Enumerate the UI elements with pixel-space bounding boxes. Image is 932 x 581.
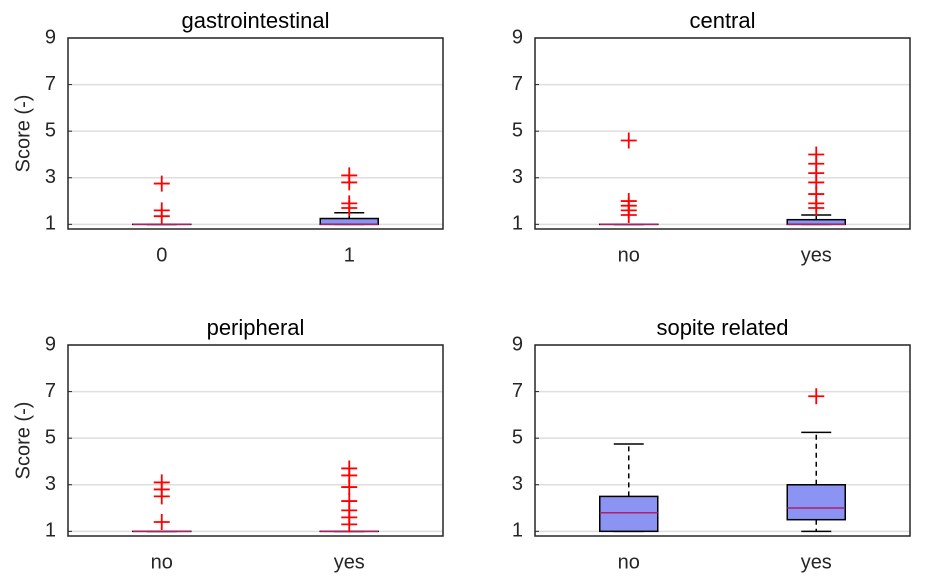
- chart-title: gastrointestinal: [182, 8, 330, 33]
- outlier: [808, 200, 825, 217]
- outlier: [153, 514, 170, 531]
- x-tick-label: yes: [334, 551, 365, 573]
- x-tick-label: 0: [156, 244, 167, 266]
- y-tick-label: 9: [512, 26, 523, 48]
- y-tick-label: 3: [512, 166, 523, 188]
- y-tick-label: 9: [512, 333, 523, 355]
- outlier: [153, 208, 170, 225]
- y-tick-label: 5: [45, 426, 56, 448]
- outlier: [341, 479, 358, 496]
- axes-box: [67, 37, 444, 230]
- y-tick-label: 1: [512, 520, 523, 542]
- box: [786, 484, 846, 521]
- x-tick-label: yes: [801, 551, 832, 573]
- chart-title: peripheral: [207, 315, 305, 340]
- y-tick-label: 5: [512, 426, 523, 448]
- y-tick-label: 5: [45, 119, 56, 141]
- y-tick-label: 3: [45, 166, 56, 188]
- y-tick-label: 7: [45, 73, 56, 95]
- y-tick-label: 1: [512, 213, 523, 235]
- outlier: [341, 200, 358, 217]
- outlier: [153, 175, 170, 192]
- y-tick-label: 5: [512, 119, 523, 141]
- y-tick-label: 1: [45, 213, 56, 235]
- outlier: [341, 174, 358, 191]
- outlier: [153, 488, 170, 505]
- outlier: [808, 388, 825, 405]
- x-tick-label: no: [151, 551, 173, 573]
- y-tick-label: 9: [45, 26, 56, 48]
- axes-box: [67, 344, 444, 537]
- y-tick-label: 7: [512, 73, 523, 95]
- chart-title: sopite related: [656, 315, 788, 340]
- x-tick-label: no: [618, 551, 640, 573]
- y-tick-label: 3: [45, 473, 56, 495]
- y-axis-label: Score (-): [12, 95, 34, 173]
- y-tick-label: 7: [512, 380, 523, 402]
- axes-box: [534, 37, 911, 230]
- y-tick-label: 1: [45, 520, 56, 542]
- outlier: [620, 207, 637, 224]
- x-tick-label: 1: [344, 244, 355, 266]
- y-tick-label: 7: [45, 380, 56, 402]
- chart-title: central: [689, 8, 755, 33]
- box: [599, 495, 659, 533]
- outlier: [620, 132, 637, 149]
- axes-box: [534, 344, 911, 537]
- x-tick-label: no: [618, 244, 640, 266]
- y-axis-label: Score (-): [12, 402, 34, 480]
- outlier: [341, 516, 358, 533]
- x-tick-label: yes: [801, 244, 832, 266]
- box: [319, 217, 379, 226]
- y-tick-label: 9: [45, 333, 56, 355]
- y-tick-label: 3: [512, 473, 523, 495]
